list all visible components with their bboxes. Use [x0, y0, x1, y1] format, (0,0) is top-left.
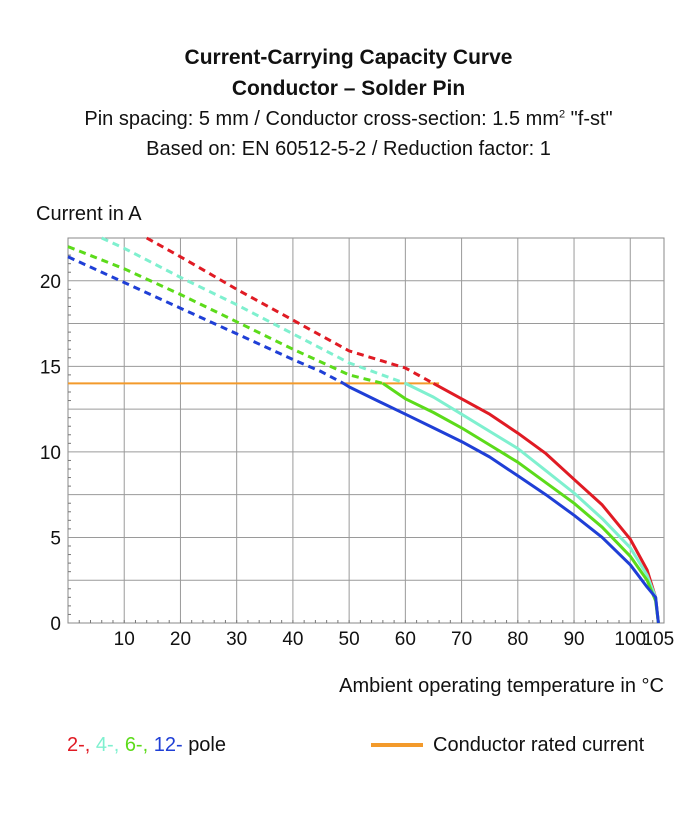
legend-pole-suffix: pole — [188, 734, 226, 756]
x-tick-label: 20 — [170, 629, 191, 650]
legend-pole-2: 6-, — [124, 734, 154, 756]
series-4-pole-solid — [404, 382, 660, 624]
legend-pole-3: 12- — [153, 734, 189, 756]
x-tick-label: 90 — [563, 629, 584, 650]
rated-current-label: Conductor rated current — [433, 734, 645, 756]
x-tick-label: 70 — [451, 629, 472, 650]
chart-subtitle-standard: Based on: EN 60512-5-2 / Reduction facto… — [146, 138, 551, 160]
x-tick-label: 40 — [282, 629, 303, 650]
rated-current-legend: Conductor rated current — [371, 730, 644, 760]
y-axis-label: Current in A — [36, 203, 142, 225]
y-tick-label: 0 — [50, 614, 61, 635]
plot-area — [67, 237, 665, 624]
x-tick-label: 100 — [614, 629, 646, 650]
subtitle-spacing-suffix: "f-st" — [565, 108, 613, 130]
y-tick-label: 20 — [40, 272, 61, 293]
y-tick-label: 5 — [50, 528, 61, 549]
legend-pole-0: 2-, — [67, 734, 96, 756]
subtitle-spacing-text: Pin spacing: 5 mm / Conductor cross-sect… — [84, 108, 559, 130]
chart-title-line2: Conductor – Solder Pin — [231, 77, 466, 100]
chart-subtitle-spacing: Pin spacing: 5 mm / Conductor cross-sect… — [0, 104, 697, 134]
x-tick-label: 30 — [226, 629, 247, 650]
legend-pole-1: 4-, — [95, 734, 125, 756]
series-2-pole-dashed — [145, 236, 435, 385]
y-tick-label: 15 — [40, 357, 61, 378]
series-12-pole-dashed — [67, 255, 345, 385]
x-tick-label: 60 — [395, 629, 416, 650]
rated-current-swatch — [371, 743, 423, 747]
x-tick-label: 50 — [339, 629, 360, 650]
chart-title: Current-Carrying Capacity Curve — [184, 46, 513, 69]
series-6-pole-dashed — [67, 245, 384, 385]
x-tick-label: 10 — [114, 629, 135, 650]
x-tick-label: 105 — [643, 629, 675, 650]
y-tick-label: 10 — [40, 443, 61, 464]
x-tick-label: 80 — [507, 629, 528, 650]
pole-legend: 2-, 4-, 6-, 12- pole — [67, 730, 226, 760]
series-12-pole-solid — [342, 382, 660, 624]
x-axis-label: Ambient operating temperature in °C — [339, 675, 664, 697]
series-4-pole-dashed — [101, 236, 406, 385]
chart-title-block: Current-Carrying Capacity Curve Conducto… — [0, 42, 697, 164]
series-6-pole-solid — [382, 382, 660, 624]
subtitle-superscript: 2 — [558, 108, 566, 121]
